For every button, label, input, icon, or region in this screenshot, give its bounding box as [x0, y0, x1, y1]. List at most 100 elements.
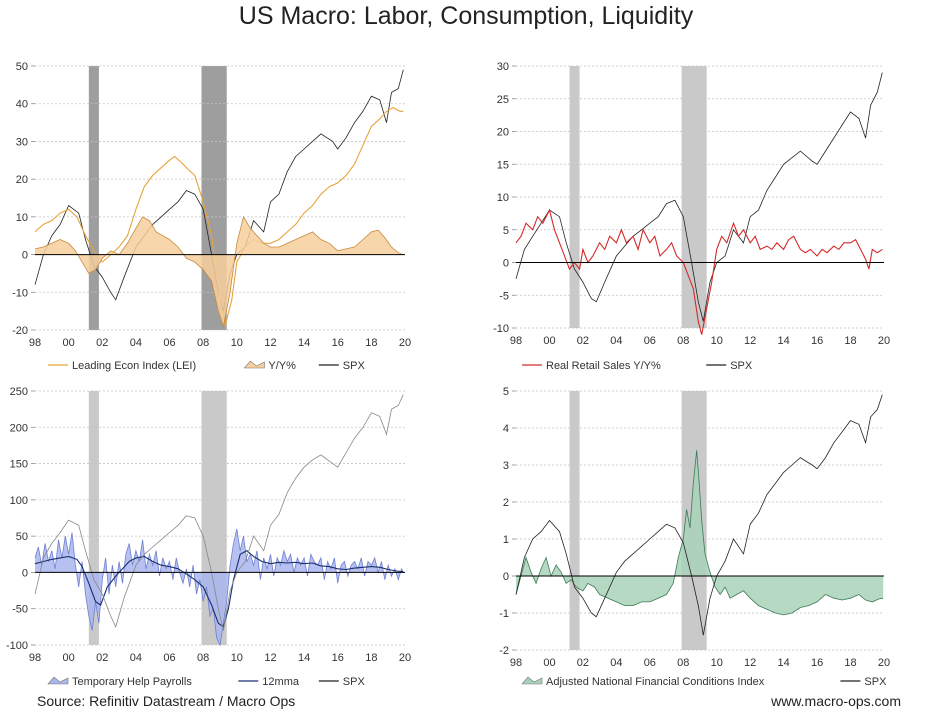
recession-band [88, 391, 99, 645]
y-tick-label: 250 [10, 386, 28, 398]
series-spx [515, 394, 883, 636]
y-tick-label: 0 [503, 258, 509, 270]
y-tick-label: 25 [497, 94, 509, 106]
y-tick-label: 20 [497, 127, 509, 139]
y-tick-label: 0 [22, 250, 28, 262]
legend-swatch [521, 676, 543, 685]
series-temporary-help-payrolls-area [35, 528, 404, 645]
legend-item: Leading Econ Index (LEI) [48, 360, 196, 372]
x-tick-label: 12 [264, 652, 276, 664]
x-tick-label: 18 [844, 657, 856, 669]
x-tick-label: 08 [677, 335, 689, 347]
x-tick-label: 14 [298, 337, 310, 349]
y-tick-label: 10 [497, 192, 509, 204]
source-note: Source: Refinitiv Datastream / Macro Ops [37, 693, 296, 709]
y-tick-label: -10 [12, 287, 28, 299]
recession-band [569, 66, 580, 328]
recession-band [88, 66, 99, 330]
y-tick-label: -50 [12, 604, 28, 616]
x-tick-label: 04 [610, 335, 622, 347]
recession-band [569, 391, 580, 650]
legend-label: Real Retail Sales Y/Y% [546, 360, 661, 372]
y-tick-label: 10 [16, 212, 28, 224]
y-tick-label: -100 [6, 640, 28, 652]
x-tick-label: 04 [610, 657, 622, 669]
x-tick-label: 00 [543, 335, 555, 347]
y-tick-label: 0 [503, 571, 509, 583]
chart-title: US Macro: Labor, Consumption, Liquidity [238, 2, 694, 30]
y-tick-label: -5 [499, 290, 509, 302]
panel-retail: -10 -5 0 5 10 15 20 25 30 98 00 02 04 06 08 10 12 14 16 18 2… [493, 61, 890, 372]
x-tick-label: 02 [96, 652, 108, 664]
legend-label: SPX [730, 360, 753, 372]
legend-label: Adjusted National Financial Conditions I… [546, 676, 765, 688]
x-tick-label: 06 [644, 335, 656, 347]
legend-label: Leading Econ Index (LEI) [72, 360, 196, 372]
y-tick-label: 150 [10, 459, 28, 471]
x-tick-label: 98 [29, 652, 41, 664]
series-spx [34, 394, 404, 631]
series-y-y-line [34, 215, 404, 328]
x-tick-label: 10 [711, 657, 723, 669]
x-tick-label: 00 [63, 652, 75, 664]
legend-label: SPX [343, 360, 366, 372]
y-tick-label: 50 [16, 61, 28, 73]
y-tick-label: 15 [497, 159, 509, 171]
x-tick-label: 98 [29, 337, 41, 349]
legend-swatch [47, 676, 69, 685]
x-tick-label: 08 [197, 652, 209, 664]
x-tick-label: 10 [711, 335, 723, 347]
legend-item: Real Retail Sales Y/Y% [522, 360, 661, 372]
x-tick-label: 08 [677, 657, 689, 669]
legend-item: SPX [318, 676, 366, 688]
y-tick-label: 50 [16, 531, 28, 543]
x-tick-label: 18 [365, 337, 377, 349]
y-tick-label: 2 [503, 497, 509, 509]
x-tick-label: 12 [744, 335, 756, 347]
x-tick-label: 06 [163, 652, 175, 664]
series-12mma [34, 550, 404, 628]
legend-label: Y/Y% [268, 360, 296, 372]
x-tick-label: 14 [778, 335, 790, 347]
legend-item: SPX [318, 360, 366, 372]
y-tick-label: 20 [16, 174, 28, 186]
legend-label: 12mma [262, 676, 300, 688]
x-tick-label: 08 [197, 337, 209, 349]
x-tick-label: 20 [878, 657, 890, 669]
x-tick-label: 18 [365, 652, 377, 664]
panel-temp-help: -100 -50 0 50 100 150 200 250 98 00 02 04 06 08 10 12 14… [6, 386, 411, 688]
x-tick-label: 20 [399, 652, 411, 664]
x-tick-label: 10 [231, 652, 243, 664]
x-tick-label: 06 [644, 657, 656, 669]
legend-label: SPX [343, 676, 366, 688]
legend-label: Temporary Help Payrolls [72, 676, 192, 688]
legend-item: 12mma [238, 676, 300, 688]
x-tick-label: 02 [577, 657, 589, 669]
x-tick-label: 14 [778, 657, 790, 669]
y-tick-label: 40 [16, 99, 28, 111]
x-tick-label: 02 [96, 337, 108, 349]
y-tick-label: -1 [499, 608, 509, 620]
x-tick-label: 14 [298, 652, 310, 664]
series-temporary-help-payrolls-line [34, 528, 404, 647]
series-real-retail-sales-y-y [515, 208, 883, 335]
legend-item: Adjusted National Financial Conditions I… [521, 676, 765, 688]
x-tick-label: 12 [264, 337, 276, 349]
y-tick-label: -10 [493, 323, 509, 335]
x-tick-label: 06 [163, 337, 175, 349]
y-tick-label: 3 [503, 460, 509, 472]
x-tick-label: 18 [844, 335, 856, 347]
x-tick-label: 02 [577, 335, 589, 347]
x-tick-label: 20 [878, 335, 890, 347]
series-adjusted-national-financial-conditions-index-line [515, 450, 884, 616]
legend-item: SPX [840, 676, 887, 688]
series-adjusted-national-financial-conditions-index-area [516, 450, 884, 615]
x-tick-label: 16 [811, 657, 823, 669]
x-tick-label: 20 [399, 337, 411, 349]
y-tick-label: 5 [503, 386, 509, 398]
y-tick-label: 1 [503, 534, 509, 546]
x-tick-label: 04 [130, 337, 142, 349]
legend-item: Y/Y% [243, 360, 296, 372]
legend-label: SPX [864, 676, 887, 688]
